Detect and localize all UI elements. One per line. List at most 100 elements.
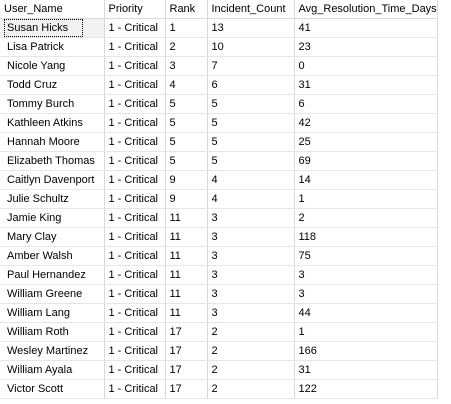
cell-incident-count[interactable]: 4: [207, 189, 295, 209]
cell-user-name[interactable]: Lisa Patrick: [0, 37, 105, 57]
column-header-user-name[interactable]: User_Name: [0, 0, 105, 19]
cell-priority[interactable]: 1 - Critical: [104, 246, 166, 266]
table-row[interactable]: Tommy Burch 1 - Critical 5 5 6: [0, 94, 438, 114]
cell-incident-count[interactable]: 2: [207, 360, 295, 380]
table-row[interactable]: William Roth 1 - Critical 17 2 1: [0, 322, 438, 342]
cell-rank[interactable]: 11: [165, 227, 208, 247]
table-row[interactable]: Kathleen Atkins 1 - Critical 5 5 42: [0, 113, 438, 133]
table-row[interactable]: Julie Schultz 1 - Critical 9 4 1: [0, 189, 438, 209]
table-row[interactable]: William Lang 1 - Critical 11 3 44: [0, 303, 438, 323]
table-row[interactable]: Susan Hicks 1 - Critical 1 13 41: [0, 18, 438, 38]
cell-user-name[interactable]: Caitlyn Davenport: [0, 170, 105, 190]
cell-incident-count[interactable]: 3: [207, 208, 295, 228]
cell-priority[interactable]: 1 - Critical: [104, 303, 166, 323]
table-row[interactable]: Jamie King 1 - Critical 11 3 2: [0, 208, 438, 228]
cell-rank[interactable]: 11: [165, 284, 208, 304]
cell-avg-resolution-time-days[interactable]: 6: [294, 94, 438, 114]
table-row[interactable]: William Greene 1 - Critical 11 3 3: [0, 284, 438, 304]
cell-incident-count[interactable]: 3: [207, 227, 295, 247]
column-header-incident-count[interactable]: Incident_Count: [207, 0, 295, 19]
cell-priority[interactable]: 1 - Critical: [104, 189, 166, 209]
cell-avg-resolution-time-days[interactable]: 31: [294, 75, 438, 95]
cell-priority[interactable]: 1 - Critical: [104, 75, 166, 95]
cell-incident-count[interactable]: 7: [207, 56, 295, 76]
table-row[interactable]: Hannah Moore 1 - Critical 5 5 25: [0, 132, 438, 152]
cell-rank[interactable]: 11: [165, 303, 208, 323]
table-row[interactable]: Mary Clay 1 - Critical 11 3 118: [0, 227, 438, 247]
cell-avg-resolution-time-days[interactable]: 44: [294, 303, 438, 323]
cell-avg-resolution-time-days[interactable]: 42: [294, 113, 438, 133]
cell-rank[interactable]: 11: [165, 208, 208, 228]
table-row[interactable]: Todd Cruz 1 - Critical 4 6 31: [0, 75, 438, 95]
cell-avg-resolution-time-days[interactable]: 25: [294, 132, 438, 152]
table-row[interactable]: Elizabeth Thomas 1 - Critical 5 5 69: [0, 151, 438, 171]
cell-user-name[interactable]: William Lang: [0, 303, 105, 323]
cell-user-name[interactable]: Tommy Burch: [0, 94, 105, 114]
cell-priority[interactable]: 1 - Critical: [104, 170, 166, 190]
cell-incident-count[interactable]: 3: [207, 265, 295, 285]
cell-incident-count[interactable]: 3: [207, 284, 295, 304]
cell-rank[interactable]: 5: [165, 113, 208, 133]
cell-incident-count[interactable]: 5: [207, 151, 295, 171]
column-header-priority[interactable]: Priority: [104, 0, 166, 19]
cell-user-name[interactable]: Wesley Martinez: [0, 341, 105, 361]
cell-priority[interactable]: 1 - Critical: [104, 322, 166, 342]
cell-rank[interactable]: 17: [165, 341, 208, 361]
cell-user-name[interactable]: Elizabeth Thomas: [0, 151, 105, 171]
cell-avg-resolution-time-days[interactable]: 2: [294, 208, 438, 228]
cell-priority[interactable]: 1 - Critical: [104, 360, 166, 380]
cell-incident-count[interactable]: 2: [207, 322, 295, 342]
table-row[interactable]: Caitlyn Davenport 1 - Critical 9 4 14: [0, 170, 438, 190]
cell-user-name[interactable]: Susan Hicks: [0, 18, 105, 38]
cell-rank[interactable]: 17: [165, 360, 208, 380]
table-row[interactable]: Victor Scott 1 - Critical 17 2 122: [0, 379, 438, 399]
cell-avg-resolution-time-days[interactable]: 1: [294, 189, 438, 209]
cell-rank[interactable]: 9: [165, 189, 208, 209]
cell-avg-resolution-time-days[interactable]: 41: [294, 18, 438, 38]
cell-avg-resolution-time-days[interactable]: 0: [294, 56, 438, 76]
cell-priority[interactable]: 1 - Critical: [104, 113, 166, 133]
cell-priority[interactable]: 1 - Critical: [104, 132, 166, 152]
cell-avg-resolution-time-days[interactable]: 122: [294, 379, 438, 399]
cell-avg-resolution-time-days[interactable]: 3: [294, 284, 438, 304]
cell-user-name[interactable]: Todd Cruz: [0, 75, 105, 95]
cell-priority[interactable]: 1 - Critical: [104, 37, 166, 57]
cell-rank[interactable]: 3: [165, 56, 208, 76]
cell-avg-resolution-time-days[interactable]: 75: [294, 246, 438, 266]
cell-user-name[interactable]: Julie Schultz: [0, 189, 105, 209]
cell-priority[interactable]: 1 - Critical: [104, 151, 166, 171]
cell-rank[interactable]: 2: [165, 37, 208, 57]
cell-rank[interactable]: 9: [165, 170, 208, 190]
cell-user-name[interactable]: Mary Clay: [0, 227, 105, 247]
cell-user-name[interactable]: Nicole Yang: [0, 56, 105, 76]
cell-user-name[interactable]: Kathleen Atkins: [0, 113, 105, 133]
cell-avg-resolution-time-days[interactable]: 1: [294, 322, 438, 342]
cell-user-name[interactable]: Victor Scott: [0, 379, 105, 399]
cell-incident-count[interactable]: 5: [207, 113, 295, 133]
table-row[interactable]: Nicole Yang 1 - Critical 3 7 0: [0, 56, 438, 76]
cell-avg-resolution-time-days[interactable]: 31: [294, 360, 438, 380]
cell-priority[interactable]: 1 - Critical: [104, 379, 166, 399]
cell-priority[interactable]: 1 - Critical: [104, 284, 166, 304]
cell-avg-resolution-time-days[interactable]: 23: [294, 37, 438, 57]
cell-avg-resolution-time-days[interactable]: 118: [294, 227, 438, 247]
cell-incident-count[interactable]: 2: [207, 341, 295, 361]
cell-incident-count[interactable]: 6: [207, 75, 295, 95]
cell-user-name[interactable]: Hannah Moore: [0, 132, 105, 152]
cell-user-name[interactable]: William Ayala: [0, 360, 105, 380]
cell-priority[interactable]: 1 - Critical: [104, 18, 166, 38]
table-row[interactable]: Amber Walsh 1 - Critical 11 3 75: [0, 246, 438, 266]
cell-incident-count[interactable]: 3: [207, 303, 295, 323]
cell-rank[interactable]: 4: [165, 75, 208, 95]
cell-incident-count[interactable]: 4: [207, 170, 295, 190]
cell-avg-resolution-time-days[interactable]: 3: [294, 265, 438, 285]
cell-rank[interactable]: 5: [165, 132, 208, 152]
cell-rank[interactable]: 11: [165, 265, 208, 285]
cell-avg-resolution-time-days[interactable]: 69: [294, 151, 438, 171]
column-header-avg-resolution-time-days[interactable]: Avg_Resolution_Time_Days: [294, 0, 438, 19]
cell-priority[interactable]: 1 - Critical: [104, 341, 166, 361]
cell-rank[interactable]: 5: [165, 94, 208, 114]
cell-incident-count[interactable]: 13: [207, 18, 295, 38]
cell-incident-count[interactable]: 5: [207, 132, 295, 152]
table-row[interactable]: Paul Hernandez 1 - Critical 11 3 3: [0, 265, 438, 285]
